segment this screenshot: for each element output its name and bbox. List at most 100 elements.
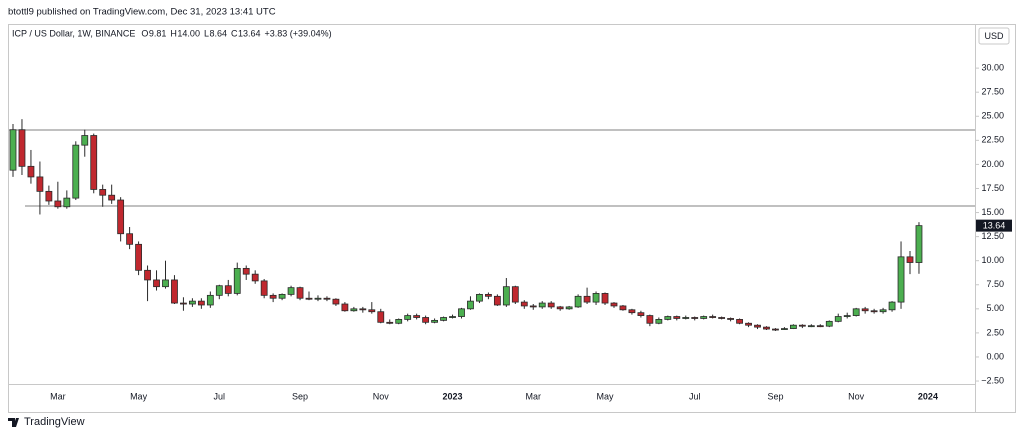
candle-body — [700, 316, 708, 319]
candle-body — [556, 306, 564, 310]
y-tick-label: 25.00 — [981, 111, 1004, 121]
candle-body — [153, 279, 160, 288]
candle-body — [287, 287, 295, 295]
candle-body — [718, 317, 726, 319]
candle-body — [682, 317, 690, 319]
legend-value: L — [204, 28, 209, 38]
logo — [8, 418, 19, 427]
candle-body — [888, 301, 896, 311]
legend-value: 14.00 — [177, 28, 200, 38]
footer: TradingView — [24, 416, 85, 428]
candle-body — [45, 190, 53, 202]
candle-body — [664, 316, 672, 320]
candle-body — [592, 293, 600, 303]
candle-body — [781, 328, 788, 330]
candle-body — [90, 135, 98, 190]
candle-body — [314, 297, 322, 300]
candle-body — [870, 310, 878, 313]
candle-body — [565, 306, 573, 310]
candle-body — [269, 294, 277, 299]
candle-body — [9, 129, 17, 171]
x-tick-label: Nov — [848, 391, 865, 401]
candle-body — [162, 279, 169, 288]
candle-body — [610, 302, 618, 307]
candle-body — [861, 308, 869, 312]
candle-body — [323, 297, 331, 300]
currency: USD — [984, 31, 1004, 41]
candle-body — [493, 295, 501, 306]
candle-body — [852, 308, 860, 316]
y-tick-label: −2.50 — [981, 375, 1004, 385]
candle-body — [601, 293, 609, 304]
candle-body — [906, 256, 914, 263]
y-tick-label: 5.00 — [986, 303, 1004, 313]
candle-body — [377, 311, 385, 323]
candle-body — [502, 286, 510, 306]
candle-body — [72, 144, 80, 199]
last-price-label: 13.64 — [983, 221, 1006, 231]
x-tick-label: Nov — [373, 391, 390, 401]
y-tick-label: 30.00 — [981, 62, 1004, 72]
candle-body — [798, 324, 806, 327]
x-tick-label: 2024 — [918, 391, 938, 401]
candle-body — [233, 267, 241, 294]
candle-body — [440, 317, 447, 321]
candle-body — [879, 309, 887, 313]
candle-body — [54, 200, 62, 208]
candle-body — [628, 309, 636, 314]
candle-body — [583, 295, 591, 303]
candle-body — [727, 318, 734, 320]
x-tick-label: Mar — [526, 391, 542, 401]
candle-body — [224, 285, 232, 294]
candle-body — [807, 325, 815, 328]
candle-body — [359, 308, 367, 311]
candle-body — [485, 293, 492, 297]
candle-body — [260, 280, 268, 296]
candle-body — [63, 197, 71, 208]
candle-body — [789, 324, 797, 329]
candle-body — [476, 293, 483, 302]
candle-body — [897, 256, 905, 303]
y-tick-label: 7.50 — [986, 279, 1004, 289]
candle-body — [386, 321, 394, 324]
legend-value: 8.64 — [209, 28, 227, 38]
candle-body — [36, 176, 44, 192]
candle-body — [467, 300, 474, 310]
x-tick-label: Mar — [50, 391, 66, 401]
y-tick-label: 17.50 — [981, 183, 1004, 193]
candle-body — [458, 308, 465, 317]
candle-body — [197, 300, 205, 306]
candle-body — [547, 302, 555, 308]
candle-body — [574, 295, 582, 308]
y-tick-label: 0.00 — [986, 351, 1004, 361]
candle-body — [825, 320, 833, 327]
candle-body — [206, 294, 214, 306]
candle-body — [511, 286, 519, 303]
candle-body — [341, 303, 349, 312]
candle-body — [754, 324, 761, 328]
x-tick-label: Sep — [292, 391, 308, 401]
last-price-tag — [976, 219, 1012, 232]
candle-body — [81, 135, 89, 146]
currency-box — [978, 27, 1010, 45]
candle-body — [816, 325, 824, 328]
candle-body — [278, 293, 286, 299]
y-tick-label: 10.00 — [981, 255, 1004, 265]
candle-body — [619, 305, 627, 311]
candle-body — [843, 315, 851, 317]
y-tick-label: 27.50 — [981, 87, 1004, 97]
candle-body — [305, 297, 313, 300]
candle-body — [673, 316, 681, 319]
candle-body — [242, 267, 250, 275]
candle-body — [99, 189, 107, 196]
candle-body — [431, 319, 438, 323]
candle-body — [171, 279, 178, 304]
y-tick-label: 2.50 — [986, 327, 1004, 337]
candle-body — [709, 316, 717, 318]
candle-body — [745, 322, 752, 326]
legend-value: C — [231, 28, 238, 38]
legend-value: H — [170, 28, 177, 38]
plot — [9, 119, 975, 331]
candle-body — [135, 243, 142, 271]
